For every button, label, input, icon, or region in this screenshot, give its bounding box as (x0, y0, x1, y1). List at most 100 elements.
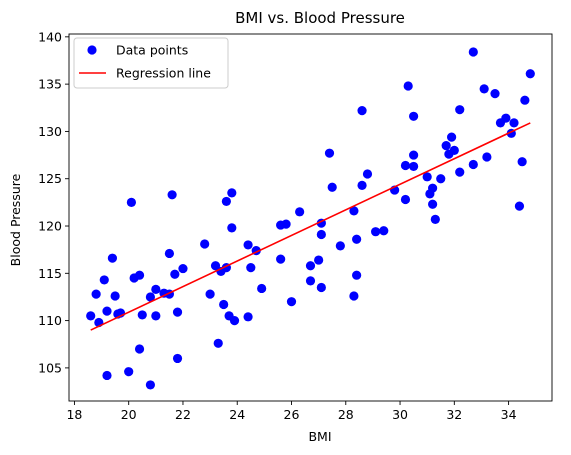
x-tick-label: 28 (338, 407, 354, 422)
data-point (178, 263, 188, 274)
data-point (172, 353, 183, 364)
data-point (170, 269, 180, 279)
data-point (167, 190, 177, 200)
data-point (99, 275, 109, 285)
data-point (436, 174, 446, 184)
data-point (362, 169, 373, 179)
data-point (210, 261, 221, 271)
data-point (352, 234, 362, 244)
y-tick-label: 120 (38, 219, 62, 234)
data-point (213, 338, 223, 348)
data-point (229, 316, 240, 326)
data-point (243, 240, 253, 250)
y-tick-label: 130 (38, 124, 62, 139)
data-point (403, 81, 413, 91)
x-tick-label: 34 (501, 407, 517, 422)
data-point (371, 227, 381, 237)
x-tick-label: 32 (446, 407, 462, 422)
x-tick-label: 22 (175, 407, 191, 422)
data-point (357, 180, 367, 190)
data-point (102, 370, 112, 381)
legend-marker-data-points (87, 45, 97, 55)
x-tick-label: 24 (229, 407, 245, 422)
data-point (490, 88, 500, 99)
data-point (357, 106, 367, 116)
plot-area (68, 33, 553, 402)
data-point (134, 344, 145, 354)
data-point (422, 172, 432, 182)
data-point (455, 167, 465, 177)
x-tick-label: 20 (121, 407, 137, 422)
data-point (400, 194, 411, 205)
data-point (482, 152, 492, 162)
data-point (479, 84, 489, 94)
y-tick-label: 115 (38, 266, 62, 281)
data-point (400, 160, 411, 171)
legend-label-data-points: Data points (116, 43, 188, 58)
data-point (126, 197, 137, 207)
y-tick-label: 105 (38, 360, 62, 375)
data-point (107, 253, 118, 263)
data-point (455, 105, 465, 115)
data-point (246, 263, 256, 273)
y-tick-label: 125 (38, 171, 62, 186)
data-point (409, 161, 419, 172)
y-tick-label: 140 (38, 29, 62, 44)
data-point (151, 284, 161, 294)
x-tick-label: 18 (66, 407, 82, 422)
data-point (295, 207, 305, 217)
x-axis: 18 20 22 24 26 28 30 32 34 (66, 401, 517, 422)
x-tick-label: 30 (392, 407, 408, 422)
x-axis-label: BMI (308, 429, 331, 444)
data-point (514, 201, 525, 211)
data-point (468, 47, 478, 57)
y-tick-label: 135 (38, 77, 62, 92)
data-point (335, 241, 345, 251)
regression-line (90, 122, 531, 331)
data-point (324, 148, 335, 158)
x-tick-label: 26 (284, 407, 300, 422)
data-point (151, 311, 161, 321)
data-point (468, 159, 478, 170)
data-point (102, 306, 112, 316)
data-point (316, 229, 326, 240)
data-point (205, 289, 215, 299)
data-point (110, 291, 120, 301)
data-point (243, 312, 253, 322)
data-point (172, 307, 183, 317)
data-point (145, 380, 156, 390)
data-point (219, 299, 229, 310)
data-point (327, 182, 337, 192)
data-point (517, 157, 527, 167)
y-axis-label: Blood Pressure (8, 173, 23, 266)
data-point (409, 111, 419, 121)
data-point (409, 150, 419, 160)
data-point (124, 367, 134, 377)
data-point (276, 254, 286, 264)
legend: Data points Regression line (73, 37, 229, 89)
data-point (134, 270, 145, 280)
data-point (449, 145, 459, 155)
data-point (349, 206, 359, 216)
plot-frame (68, 33, 553, 402)
data-point (200, 239, 210, 249)
data-point (349, 291, 359, 301)
data-point (428, 183, 438, 193)
data-point (379, 226, 389, 236)
data-point (305, 261, 316, 271)
data-point (316, 282, 326, 293)
data-point (525, 69, 535, 79)
data-point (428, 199, 438, 209)
data-point (314, 255, 324, 265)
data-point (501, 113, 511, 123)
data-point (281, 219, 291, 229)
data-point (164, 248, 174, 259)
data-point (227, 223, 237, 233)
data-point (441, 141, 451, 151)
data-point (286, 297, 297, 307)
legend-box (73, 37, 229, 89)
data-point (509, 118, 519, 128)
legend-label-regression-line: Regression line (116, 66, 211, 81)
data-point (86, 311, 96, 321)
